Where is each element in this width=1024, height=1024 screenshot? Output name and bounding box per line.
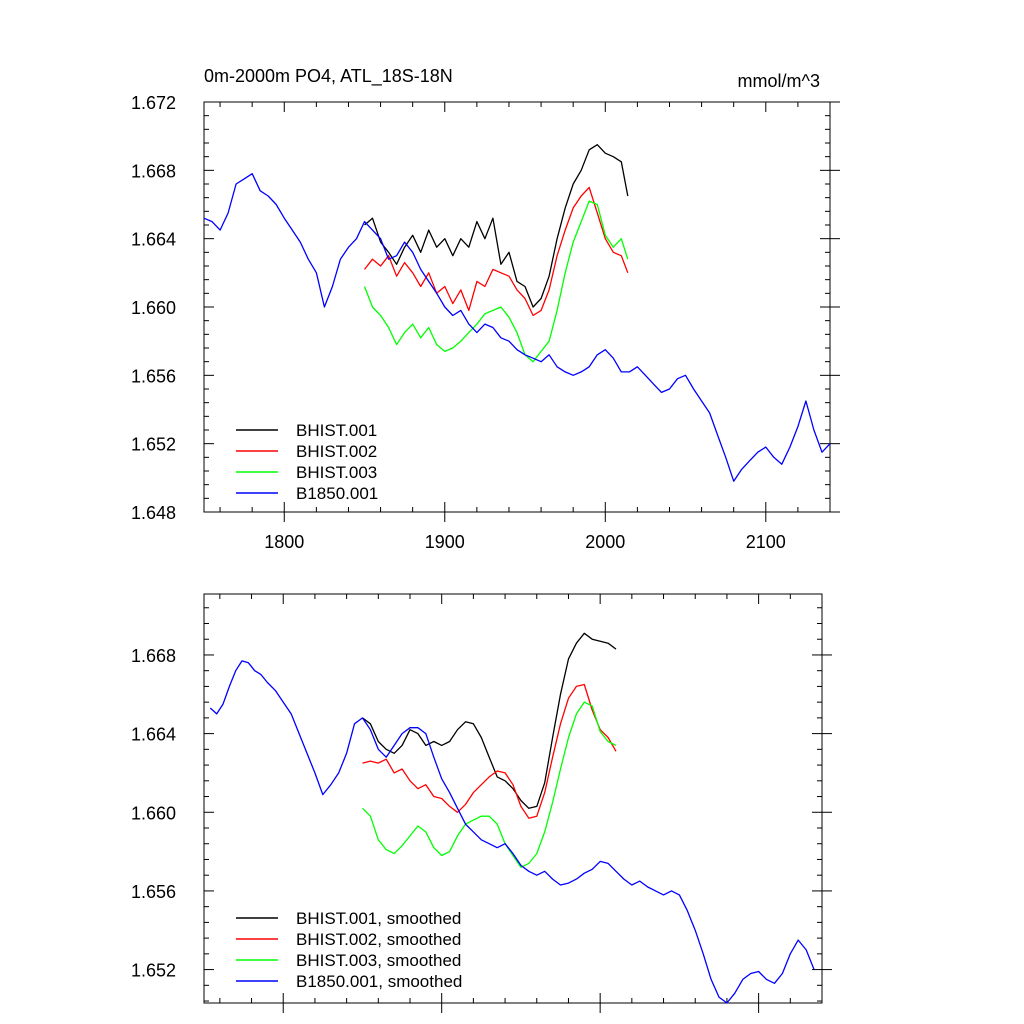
x-tick-label: 2000 xyxy=(585,532,625,552)
y-tick-label: 1.660 xyxy=(131,298,176,318)
legend-label: B1850.001, smoothed xyxy=(296,972,462,991)
bottom-panel: 1.652 1.656 1.660 1.664 1.668 BHIST.001, smoo… xyxy=(131,593,832,1013)
y-tick-label: 1.660 xyxy=(131,803,176,823)
y-tick-label: 1.648 xyxy=(131,503,176,523)
series-line-bhist-001 xyxy=(364,144,629,308)
y-tick-label: 1.664 xyxy=(131,725,176,745)
y-tick-label: 1.668 xyxy=(131,646,176,666)
series-line-bhist-003-smoothed xyxy=(362,701,617,868)
y-tick-label: 1.668 xyxy=(131,161,176,181)
y-tick-label: 1.656 xyxy=(131,882,176,902)
x-tick-label: 1900 xyxy=(425,532,465,552)
x-tick-label: 2100 xyxy=(746,532,786,552)
series-line-bhist-001-smoothed xyxy=(362,632,617,809)
series-line-b1850-001-smoothed xyxy=(209,660,815,1004)
series-line-b1850-001 xyxy=(203,173,831,482)
y-tick-label: 1.652 xyxy=(131,961,176,981)
series-line-bhist-002-smoothed xyxy=(362,683,617,819)
plot-frame xyxy=(203,593,823,1004)
units-label: mmol/m^3 xyxy=(738,71,820,91)
legend-label: BHIST.002 xyxy=(296,442,377,461)
legend-label: BHIST.002, smoothed xyxy=(296,930,461,949)
legend-label: B1850.001 xyxy=(296,484,378,503)
y-tick-label: 1.672 xyxy=(131,93,176,113)
legend-label: BHIST.001, smoothed xyxy=(296,909,461,928)
legend-label: BHIST.003 xyxy=(296,463,377,482)
y-tick-label: 1.664 xyxy=(131,230,176,250)
series-line-bhist-003 xyxy=(363,200,629,363)
x-tick-label: 1800 xyxy=(264,532,304,552)
y-tick-label: 1.656 xyxy=(131,366,176,386)
top-panel: 1800 1900 2000 2100 1.648 1.652 1.656 1.660 1.66… xyxy=(131,66,840,552)
legend-label: BHIST.001 xyxy=(296,421,377,440)
y-tick-label: 1.652 xyxy=(131,435,176,455)
legend-label: BHIST.003, smoothed xyxy=(296,951,461,970)
series-line-bhist-002 xyxy=(363,186,629,317)
chart-title: 0m-2000m PO4, ATL_18S-18N xyxy=(204,66,453,87)
